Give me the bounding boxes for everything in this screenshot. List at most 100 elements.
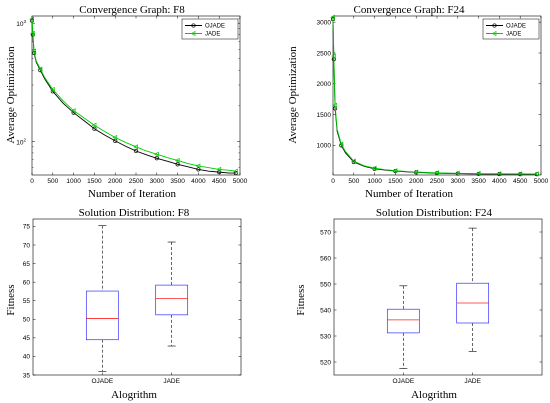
data-point-jade: [154, 151, 159, 157]
y-tick-label: 3000: [317, 19, 332, 26]
data-point-jade: [91, 122, 97, 128]
x-axis-label: Alogrithm: [411, 389, 457, 401]
x-tick-label: 0: [331, 178, 335, 185]
x-tick-label: 3500: [471, 178, 486, 185]
x-axis-label: Number of Iteration: [88, 188, 176, 200]
x-tick-label: 1500: [388, 178, 403, 185]
x-tick-label: 4500: [212, 178, 227, 185]
y-tick-label: 65: [23, 261, 31, 268]
x-tick-label: 5000: [233, 178, 248, 185]
box-chart-f8: Solution Distribution: F8 Alogrithm Fitn…: [5, 207, 242, 401]
y-tick-label: 2000: [317, 81, 332, 88]
legend-label-ojade: OJADE: [506, 24, 526, 30]
x-tick-label: 1000: [367, 178, 382, 185]
data-point-jade: [195, 163, 201, 169]
plot-frame: [333, 218, 543, 376]
data-point-jade: [133, 144, 138, 150]
legend-box: [482, 18, 540, 40]
y-axis-label: Fitness: [5, 284, 17, 315]
x-tick-label: OJADE: [392, 378, 414, 385]
x-tick-label: 2000: [409, 178, 424, 185]
x-tick-label: JADE: [464, 378, 481, 385]
y-axis-label: Fitness: [295, 284, 307, 315]
legend-label-ojade: OJADE: [205, 24, 225, 30]
x-tick-label: 4500: [513, 178, 528, 185]
data-point-ojade: [175, 162, 180, 167]
data-point-ojade: [113, 138, 118, 143]
legend-label-jade: JADE: [506, 32, 521, 38]
x-axis-label: Alogrithm: [111, 389, 157, 401]
legend-marker: [190, 30, 196, 37]
data-point-jade: [174, 157, 180, 164]
data-point-jade: [371, 165, 377, 171]
data-point-jade: [392, 168, 398, 174]
x-tick-label: 500: [47, 178, 58, 185]
box-ojade: [85, 290, 119, 341]
y-tick-label: 45: [23, 335, 31, 342]
y-tick-label: 55: [23, 298, 31, 305]
x-axis-label: Number of Iteration: [365, 188, 453, 200]
series-line-jade: [31, 19, 236, 172]
data-point-ojade: [92, 126, 97, 131]
box-jade: [155, 284, 189, 316]
y-tick-label: 103: [16, 19, 26, 28]
legend-box: [181, 18, 239, 40]
y-tick-label: 35: [23, 372, 31, 379]
box-chart-f24: Solution Distribution: F24 Alogrithm Fit…: [295, 207, 543, 401]
y-tick-label: 570: [320, 229, 331, 236]
data-point-ojade: [196, 167, 201, 172]
x-tick-label: OJADE: [91, 378, 113, 385]
x-tick-label: 4000: [492, 178, 507, 185]
convergence-chart-f8: Convergence Graph: F8 Number of Iteratio…: [5, 4, 248, 200]
data-point-jade: [413, 169, 419, 175]
series-line-ojade: [31, 20, 236, 174]
x-tick-label: 2500: [430, 178, 445, 185]
data-point-jade: [37, 66, 43, 72]
data-point-jade: [455, 170, 460, 176]
data-point-jade: [475, 170, 481, 177]
series-line-jade: [332, 17, 537, 175]
y-tick-label: 60: [23, 279, 31, 286]
y-axis-label: Average Optimization: [287, 46, 299, 144]
data-point-jade: [31, 48, 37, 54]
y-tick-label: 102: [16, 137, 26, 146]
plot-frame: [332, 15, 542, 176]
box-ojade: [386, 308, 420, 334]
data-point-jade: [50, 86, 55, 93]
data-point-jade: [434, 170, 439, 176]
data-point-jade: [29, 16, 34, 22]
legend-label-jade: JADE: [205, 32, 220, 38]
x-tick-label: 2500: [129, 178, 144, 185]
legend-marker: [491, 30, 497, 37]
data-point-jade: [330, 14, 335, 20]
convergence-chart-f24: Convergence Graph: F24 Number of Iterati…: [287, 4, 549, 200]
y-tick-label: 560: [320, 255, 331, 262]
y-axis-label: Average Optimization: [5, 46, 17, 144]
x-tick-label: 500: [348, 178, 359, 185]
y-tick-label: 70: [23, 242, 31, 249]
y-tick-label: 40: [23, 354, 31, 361]
chart-title: Convergence Graph: F8: [79, 4, 185, 16]
data-point-ojade: [154, 156, 159, 161]
x-tick-label: 2000: [108, 178, 123, 185]
data-point-jade: [331, 53, 336, 59]
chart-title: Convergence Graph: F24: [354, 4, 465, 16]
plot-frame: [32, 218, 242, 376]
data-point-jade: [351, 158, 356, 164]
data-point-jade: [30, 30, 35, 36]
y-tick-label: 540: [320, 307, 331, 314]
legend-marker: [492, 23, 497, 28]
data-point-jade: [338, 141, 344, 147]
data-point-ojade: [133, 148, 139, 154]
x-tick-label: 1000: [66, 178, 81, 185]
x-tick-label: 3000: [451, 178, 466, 185]
y-tick-label: 1000: [317, 143, 332, 150]
x-tick-label: 3500: [170, 178, 185, 185]
data-point-jade: [534, 171, 539, 177]
legend: OJADE JADE: [181, 18, 239, 40]
y-tick-label: 75: [23, 224, 31, 231]
x-tick-label: 4000: [191, 178, 206, 185]
chart-title: Solution Distribution: F8: [79, 207, 190, 219]
y-tick-label: 550: [320, 281, 331, 288]
